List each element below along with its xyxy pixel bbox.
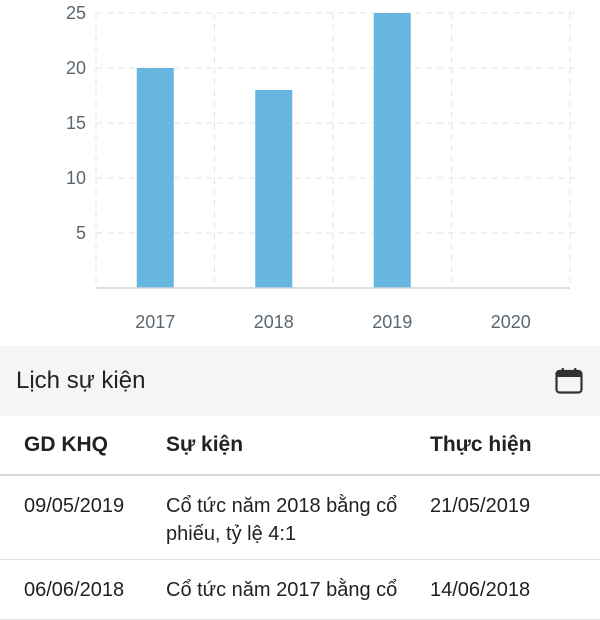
dividend-bar-chart: 5 10 15 20 25 2017 2018 2019 2020 xyxy=(66,3,580,332)
x-tick-label: 2020 xyxy=(491,312,531,332)
bar-2018[interactable] xyxy=(255,90,293,288)
event-cell: Cổ tức năm 2017 bằng cổ xyxy=(166,579,398,601)
calendar-icon xyxy=(555,368,583,394)
calendar-button[interactable] xyxy=(554,366,584,396)
column-header-event: Sự kiện xyxy=(166,433,244,456)
x-tick-label: 2019 xyxy=(372,312,412,332)
column-header-ex-date: GD KHQ xyxy=(24,433,108,456)
exec-date-cell: 14/06/2018 xyxy=(430,579,531,601)
y-tick-label: 20 xyxy=(66,58,86,78)
bar-2017[interactable] xyxy=(136,68,174,288)
bar-2019[interactable] xyxy=(373,13,411,288)
y-tick-label: 10 xyxy=(66,168,86,188)
table-row[interactable]: 09/05/2019 Cổ tức năm 2018 bằng cổ phiếu… xyxy=(0,476,600,560)
ex-date-cell: 06/06/2018 xyxy=(24,579,125,601)
exec-date-cell: 21/05/2019 xyxy=(430,495,531,517)
y-tick-label: 5 xyxy=(76,223,86,243)
events-table-header: GD KHQ Sự kiện Thực hiện xyxy=(0,416,600,476)
events-table: GD KHQ Sự kiện Thực hiện 09/05/2019 Cổ t… xyxy=(0,416,600,620)
x-tick-label: 2017 xyxy=(135,312,175,332)
y-tick-label: 25 xyxy=(66,3,86,23)
y-tick-label: 15 xyxy=(66,113,86,133)
ex-date-cell: 09/05/2019 xyxy=(24,495,125,517)
event-cell: Cổ tức năm 2018 bằng cổ phiếu, tỷ lệ 4:1 xyxy=(166,495,398,545)
events-section-header: Lịch sự kiện xyxy=(0,346,600,416)
table-row[interactable]: 06/06/2018 Cổ tức năm 2017 bằng cổ 14/06… xyxy=(0,560,600,620)
events-title: Lịch sự kiện xyxy=(16,367,146,394)
column-header-exec-date: Thực hiện xyxy=(430,433,532,456)
x-tick-label: 2018 xyxy=(254,312,294,332)
